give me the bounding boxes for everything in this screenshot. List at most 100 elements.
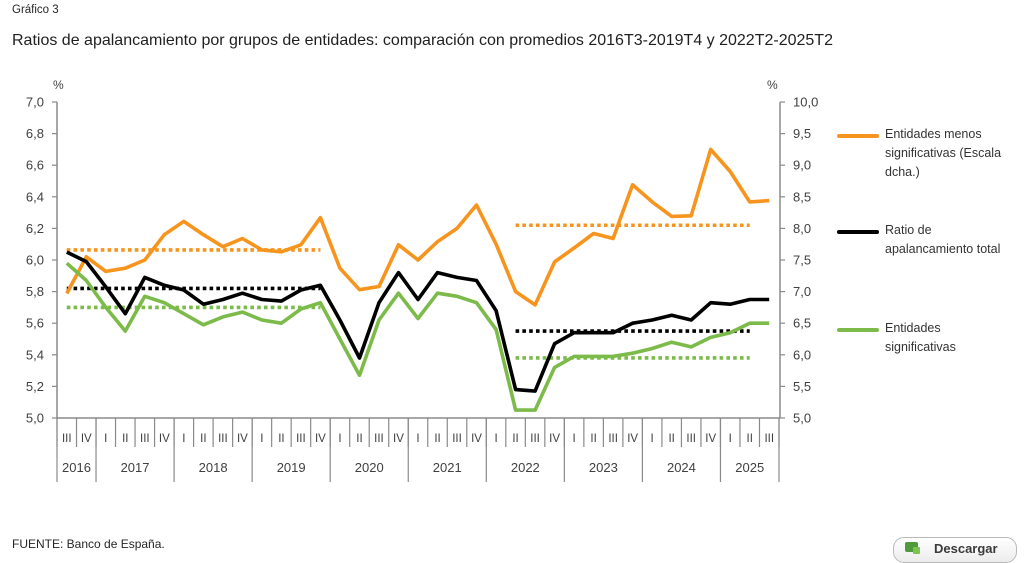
data-point — [454, 225, 460, 231]
x-quarter-label: IV — [315, 433, 326, 445]
left-y-tick-label: 5,0 — [26, 411, 44, 426]
data-point — [317, 300, 323, 306]
data-point — [474, 278, 480, 284]
data-point — [727, 301, 733, 307]
line-chart: 5,0 5,2 5,4 5,6 5,8 6,0 6,2 6,4 6,6 6,8 7,0 5,0 5,5 6… — [26, 95, 818, 482]
data-point — [708, 300, 714, 306]
data-point — [552, 259, 558, 265]
data-point — [220, 244, 226, 250]
series-points-menos_significativas — [64, 146, 772, 307]
x-quarter-label: II — [122, 433, 128, 445]
data-point — [571, 353, 577, 359]
left-axis-unit-label: % — [53, 78, 64, 92]
data-point — [747, 199, 753, 205]
series-points-total — [64, 249, 772, 394]
left-y-tick-label: 5,2 — [26, 379, 44, 394]
data-point — [239, 290, 245, 296]
data-point — [103, 268, 109, 274]
data-point — [630, 350, 636, 356]
data-point — [766, 198, 772, 204]
x-quarter-label: I — [104, 433, 107, 445]
data-point — [337, 317, 343, 323]
data-point — [220, 297, 226, 303]
data-point — [513, 407, 519, 413]
x-year-label: 2019 — [277, 460, 306, 475]
x-quarter-label: I — [494, 433, 497, 445]
x-year-label: 2022 — [511, 460, 540, 475]
x-quarter-label: II — [356, 433, 362, 445]
legend-swatch-orange — [837, 134, 879, 138]
data-point — [649, 199, 655, 205]
data-point — [474, 300, 480, 306]
data-point — [708, 334, 714, 340]
source-note: FUENTE: Banco de España. — [12, 537, 165, 551]
x-quarter-label: III — [218, 433, 228, 445]
x-quarter-label: IV — [471, 433, 482, 445]
data-point — [317, 215, 323, 221]
data-point — [356, 355, 362, 361]
x-quarter-label: III — [296, 433, 306, 445]
legend-label: Ratio de apalancamiento total — [885, 221, 1000, 259]
data-point — [83, 259, 89, 265]
x-quarter-label: III — [452, 433, 462, 445]
data-point — [669, 339, 675, 345]
legend-label-line: significativas (Escala — [885, 146, 1002, 160]
right-y-tick-label: 5,5 — [793, 379, 811, 394]
x-quarter-label: II — [668, 433, 674, 445]
data-point — [122, 328, 128, 334]
data-point — [337, 265, 343, 271]
data-point — [161, 232, 167, 238]
legend-label-line: Ratio de — [885, 223, 932, 237]
download-button[interactable]: Descargar — [893, 537, 1017, 563]
right-y-tick-label: 6,5 — [793, 316, 811, 331]
data-point — [317, 282, 323, 288]
data-point — [200, 301, 206, 307]
data-point — [591, 230, 597, 236]
data-point — [649, 345, 655, 351]
data-point — [630, 182, 636, 188]
left-y-tick-label: 5,8 — [26, 284, 44, 299]
data-point — [337, 336, 343, 342]
legend-label: Entidades significativas — [885, 319, 956, 357]
x-quarter-label: I — [573, 433, 576, 445]
data-point — [161, 282, 167, 288]
series-line-menos_significativas — [65, 147, 770, 307]
data-point — [435, 239, 441, 245]
data-point — [200, 232, 206, 238]
data-point — [356, 372, 362, 378]
data-point — [766, 320, 772, 326]
x-quarter-label: II — [278, 433, 284, 445]
x-quarter-label: IV — [627, 433, 638, 445]
right-y-tick-label: 7,5 — [793, 253, 811, 268]
data-point — [532, 302, 538, 308]
data-point — [571, 330, 577, 336]
left-y-tick-label: 5,6 — [26, 316, 44, 331]
legend-label-line: significativas — [885, 340, 956, 354]
data-point — [278, 320, 284, 326]
x-quarter-label: IV — [705, 433, 716, 445]
data-point — [552, 364, 558, 370]
data-point — [395, 242, 401, 248]
x-quarter-label: IV — [81, 433, 92, 445]
x-year-label: 2020 — [355, 460, 384, 475]
data-point — [435, 290, 441, 296]
data-point — [591, 353, 597, 359]
x-quarter-label: I — [651, 433, 654, 445]
x-quarter-label: IV — [549, 433, 560, 445]
data-point — [395, 290, 401, 296]
data-point — [669, 213, 675, 219]
download-button-label: Descargar — [934, 541, 998, 556]
left-y-tick-label: 5,4 — [26, 347, 44, 362]
right-y-tick-label: 5,0 — [793, 411, 811, 426]
right-y-tick-label: 9,0 — [793, 158, 811, 173]
legend-label-line: apalancamiento total — [885, 242, 1001, 256]
data-point — [239, 236, 245, 242]
legend-label: Entidades menos significativas (Escala d… — [885, 125, 1001, 182]
data-point — [493, 327, 499, 333]
data-point — [259, 247, 265, 253]
data-point — [610, 353, 616, 359]
left-y-tick-label: 6,4 — [26, 189, 44, 204]
data-point — [103, 284, 109, 290]
data-point — [376, 317, 382, 323]
chart-title: Ratios de apalancamiento por grupos de e… — [12, 32, 833, 49]
